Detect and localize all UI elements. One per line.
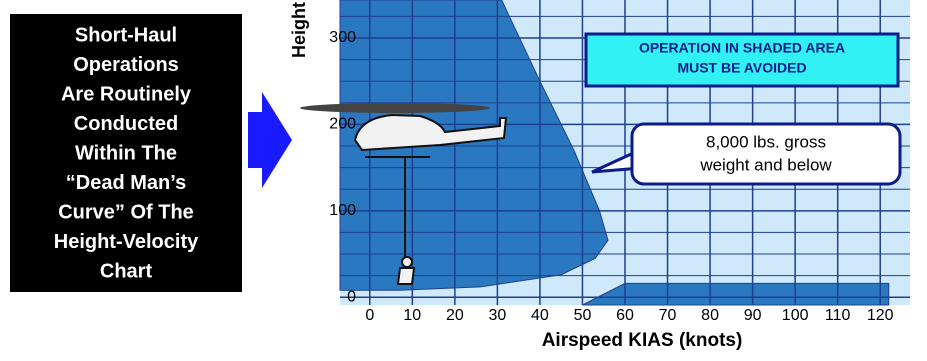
panel-text-group: Short-Haul Operations Are Routinely Conduct… <box>54 24 199 282</box>
warning-box: OPERATION IN SHADED AREA MUST BE AVOIDED <box>584 32 900 88</box>
x-tick-label: 120 <box>867 307 894 324</box>
person-body <box>396 267 416 285</box>
panel-line: Are Routinely <box>61 83 192 105</box>
fuselage <box>353 113 508 152</box>
y-tick-label: 200 <box>329 116 356 133</box>
x-tick-label: 70 <box>659 307 677 324</box>
x-tick-label: 40 <box>531 307 549 324</box>
x-axis-label: Airspeed KIAS (knots) <box>542 330 743 351</box>
x-tick-label: 50 <box>574 307 592 324</box>
callout-line: 8,000 lbs. gross <box>706 132 826 151</box>
panel-line: Short-Haul <box>75 24 177 46</box>
callout-line: weight and below <box>699 155 832 174</box>
text-panel <box>10 14 242 292</box>
panel-line: “Dead Man’s <box>66 172 186 194</box>
callout-bg <box>630 122 902 186</box>
y-tick-label: 300 <box>329 29 356 46</box>
callout-pointer <box>591 148 641 174</box>
x-tick-label: 30 <box>488 307 506 324</box>
warning-line: OPERATION IN SHADED AREA <box>639 40 845 56</box>
x-tick-label: 10 <box>403 307 421 324</box>
warning-line: MUST BE AVOIDED <box>677 60 806 76</box>
warning-bg <box>584 32 900 88</box>
x-tick-label: 110 <box>825 307 851 324</box>
shaded-area <box>582 282 890 306</box>
panel-line: Operations <box>73 54 179 76</box>
x-tick-label: 90 <box>744 307 762 324</box>
x-tick-label: 20 <box>446 307 464 324</box>
x-tick-label: 60 <box>616 307 634 324</box>
y-axis-label: Height <box>289 2 309 58</box>
y-tick-label: 100 <box>329 202 356 219</box>
helicopter <box>300 103 508 285</box>
rotor <box>300 103 490 113</box>
x-tick-label: 100 <box>782 307 809 324</box>
person <box>401 256 413 268</box>
panel-line: Within The <box>75 142 177 164</box>
callout: 8,000 lbs. gross weight and below <box>591 122 902 186</box>
arrow <box>248 92 292 188</box>
x-tick-label: 0 <box>365 307 374 324</box>
panel-line: Conducted <box>74 113 178 135</box>
panel-line: Chart <box>100 260 153 282</box>
panel-line: Curve” Of The <box>58 201 194 223</box>
x-tick-label: 80 <box>701 307 719 324</box>
panel-line: Height-Velocity <box>54 231 199 253</box>
shaded-area <box>339 0 609 291</box>
y-tick-label: 0 <box>347 288 356 305</box>
